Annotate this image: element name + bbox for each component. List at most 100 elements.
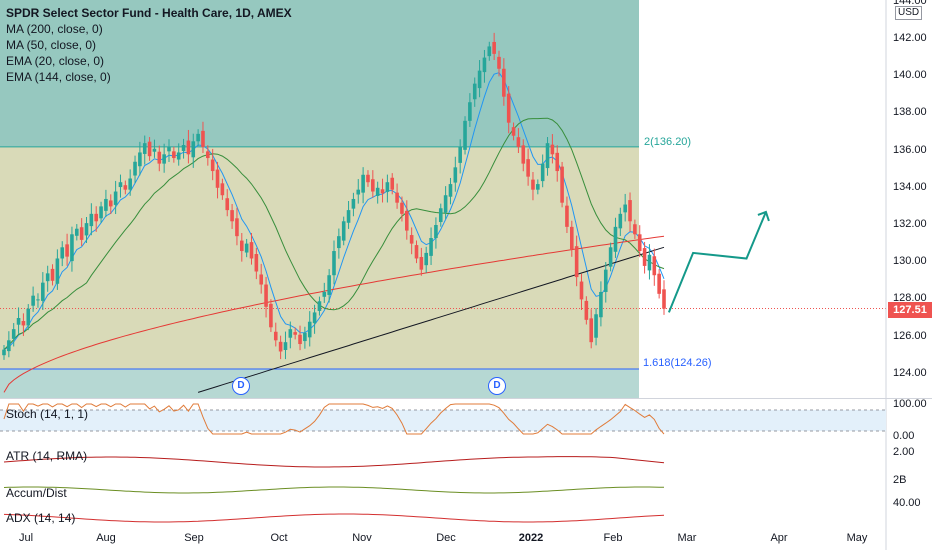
candle-body xyxy=(526,159,530,177)
candle-body xyxy=(89,213,94,227)
candle-body xyxy=(322,291,327,297)
candle-body xyxy=(293,332,297,335)
legend-ema20[interactable]: EMA (20, close, 0) xyxy=(6,54,105,68)
time-tick-label: Feb xyxy=(603,532,623,544)
candle-body xyxy=(21,320,26,326)
candle-body xyxy=(215,169,220,188)
time-tick-label: Apr xyxy=(770,532,788,544)
candle-body xyxy=(531,179,535,190)
candle-body xyxy=(50,268,55,281)
candle-body xyxy=(608,247,613,267)
fib-label-lower: 1.618(124.26) xyxy=(643,357,712,369)
candle-body xyxy=(186,140,191,155)
candle-body xyxy=(70,234,74,262)
candle-body xyxy=(167,146,171,152)
candle-body xyxy=(142,143,147,154)
candle-body xyxy=(264,284,268,307)
stoch-axis-low: 0.00 xyxy=(893,430,915,442)
candle-body xyxy=(594,314,598,338)
dividend-marker[interactable]: D xyxy=(232,377,250,395)
candle-body xyxy=(506,93,511,123)
ema20-line xyxy=(3,72,665,351)
candle-body xyxy=(41,282,45,301)
lower-indicator-panes xyxy=(0,398,932,523)
candle-body xyxy=(482,57,487,73)
pane-divider xyxy=(0,398,932,399)
price-tick-label: 132.00 xyxy=(893,218,927,230)
candle-body xyxy=(79,227,84,240)
candle-body xyxy=(147,141,152,157)
adx-pane-label[interactable]: ADX (14, 14) xyxy=(6,511,76,525)
candle-body xyxy=(162,154,166,164)
ma200-line xyxy=(197,246,665,393)
symbol-title[interactable]: SPDR Select Sector Fund - Health Care, 1… xyxy=(6,6,292,20)
fib-zone-bottom xyxy=(0,368,639,398)
candle-body xyxy=(458,146,462,163)
candle-body xyxy=(16,318,21,325)
candle-body xyxy=(385,182,390,192)
candle-body xyxy=(118,182,123,188)
candle-body xyxy=(463,120,467,150)
candle-body xyxy=(443,195,448,213)
candle-body xyxy=(424,252,429,266)
candle-body xyxy=(366,174,370,183)
legend-ma200[interactable]: MA (200, close, 0) xyxy=(6,22,103,36)
dividend-marker[interactable]: D xyxy=(488,377,506,395)
candle-body xyxy=(55,258,60,284)
candle-body xyxy=(220,183,225,196)
legend-ema144[interactable]: EMA (144, close, 0) xyxy=(6,70,111,84)
candle-body xyxy=(288,329,293,338)
time-tick-label: Sep xyxy=(184,532,204,544)
legend-ma50[interactable]: MA (50, close, 0) xyxy=(6,38,97,52)
candle-body xyxy=(477,70,482,89)
candle-body xyxy=(138,152,142,167)
candle-body xyxy=(26,308,31,326)
candle-body xyxy=(487,46,492,57)
candle-body xyxy=(152,148,157,152)
fib-label-upper: 2(136.20) xyxy=(644,136,692,148)
candle-body xyxy=(94,213,99,222)
candle-body xyxy=(492,41,496,54)
candle-body xyxy=(104,198,108,211)
candle-body xyxy=(574,246,579,278)
price-tick-label: 138.00 xyxy=(893,106,927,119)
price-tick-label: 124.00 xyxy=(893,366,927,379)
stoch-pane-label[interactable]: Stoch (14, 1, 1) xyxy=(6,407,89,421)
candle-body xyxy=(128,178,132,190)
currency-badge: USD xyxy=(895,6,923,20)
accum-pane-label[interactable]: Accum/Dist xyxy=(6,486,67,500)
candle-body xyxy=(84,223,89,236)
candle-body xyxy=(327,275,331,295)
candle-body xyxy=(235,218,239,237)
candle-body xyxy=(579,281,584,300)
candle-body xyxy=(191,141,196,158)
time-tick-label: Jul xyxy=(18,532,34,544)
candle-body xyxy=(375,187,380,196)
candle-body xyxy=(249,242,254,259)
time-tick-label: Dec xyxy=(436,532,456,544)
candle-body xyxy=(317,301,322,311)
candle-body xyxy=(332,251,336,276)
time-tick-label: Oct xyxy=(270,532,288,544)
candle-body xyxy=(157,151,162,164)
candle-body xyxy=(351,198,356,209)
candle-body xyxy=(239,240,244,252)
time-tick-label: Nov xyxy=(352,532,372,544)
stoch-axis-high: 100.00 xyxy=(893,398,927,410)
candle-body xyxy=(521,145,526,164)
fib-zone-top xyxy=(0,0,639,147)
candle-body xyxy=(560,166,564,203)
candle-body xyxy=(637,234,642,252)
price-tick-label: 134.00 xyxy=(893,180,927,193)
candle-body xyxy=(511,127,516,136)
time-tick-label: Mar xyxy=(677,532,697,544)
candlesticks xyxy=(2,32,666,360)
candle-body xyxy=(356,189,361,195)
candle-body xyxy=(448,184,453,197)
candle-body xyxy=(550,144,555,155)
candle-body xyxy=(307,321,312,338)
atr-pane-label[interactable]: ATR (14, RMA) xyxy=(6,449,88,463)
candle-body xyxy=(181,145,186,151)
chart-legend: SPDR Select Sector Fund - Health Care, 1… xyxy=(6,5,292,85)
